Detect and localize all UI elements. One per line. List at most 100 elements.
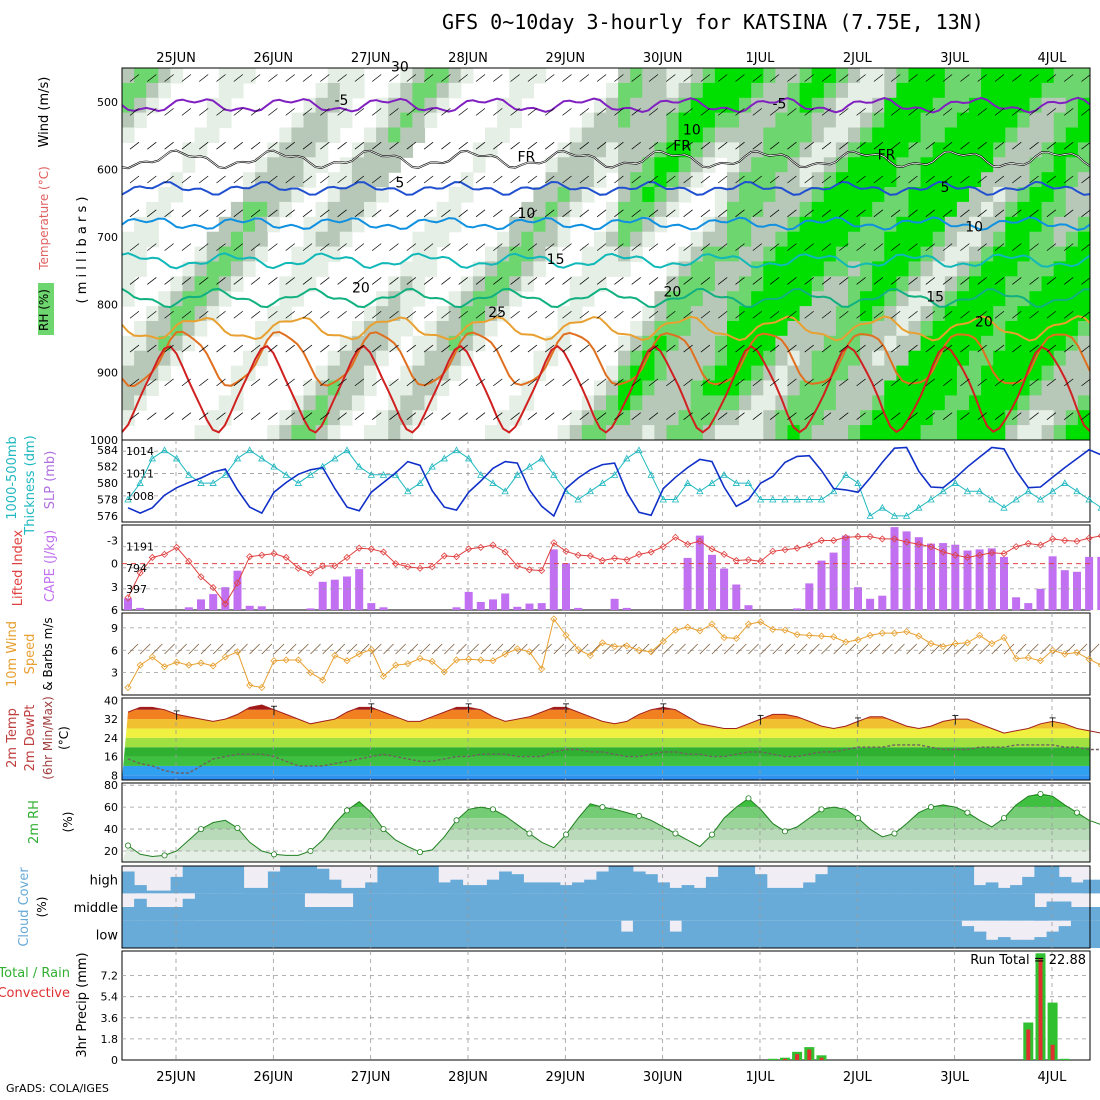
wind-barb <box>700 310 711 319</box>
wind-barb <box>198 277 209 285</box>
thickness-marker <box>1048 487 1057 495</box>
rh-cell <box>291 127 305 143</box>
rh-cell <box>315 410 329 426</box>
rh-cell <box>218 410 232 426</box>
rh-cell <box>303 246 317 263</box>
cloud-cell <box>486 893 500 921</box>
thickness-marker <box>769 495 777 503</box>
rh-cell <box>751 261 764 277</box>
rh-cell <box>848 425 861 440</box>
rh-cell <box>944 395 958 411</box>
wind-barb <box>666 243 676 251</box>
rh-cell <box>908 365 922 382</box>
rh-cell <box>908 291 922 307</box>
wind-barb <box>423 209 434 218</box>
wind-barb <box>752 209 763 218</box>
cloud-cell <box>730 920 743 948</box>
cloud-cell <box>985 882 999 894</box>
rh-cell <box>763 82 776 99</box>
wind-barb <box>977 310 987 319</box>
cloud-cell <box>912 893 926 921</box>
wind-barb <box>216 378 226 387</box>
tick-label: 584 <box>97 444 118 457</box>
wind-barb <box>839 344 849 353</box>
rh-cell <box>303 380 317 396</box>
wind-barb <box>389 141 399 150</box>
rh-cell <box>884 201 897 218</box>
isotherm-label: 10 <box>965 220 983 236</box>
rh-cell <box>1029 172 1043 188</box>
rh-cell <box>666 306 680 322</box>
wind-barb <box>320 108 330 116</box>
rh-cell <box>714 201 728 218</box>
rh-cell <box>412 261 426 277</box>
rh-cell <box>122 395 135 411</box>
rh-cell <box>557 425 571 440</box>
wind-barb <box>579 243 590 251</box>
rh-cell <box>739 157 752 173</box>
rh-cell <box>1053 231 1067 248</box>
rh-cell <box>811 261 825 277</box>
thickness-marker <box>1036 495 1045 503</box>
rh-cell <box>1041 112 1055 129</box>
wind-barb <box>942 310 953 319</box>
wind-speed-marker <box>574 645 582 654</box>
cloud-cell <box>851 893 865 921</box>
wind-barb <box>890 378 901 387</box>
wind-barb <box>298 643 309 655</box>
date-label-bottom: 27JUN <box>351 1070 391 1085</box>
cape-bar <box>927 543 935 610</box>
rh-cell <box>993 201 1006 218</box>
rh-cell <box>714 350 728 367</box>
rh-cell <box>956 410 970 426</box>
wind-barb <box>596 175 607 184</box>
rh-cell <box>763 276 776 292</box>
wind-barb <box>354 412 365 420</box>
tick-label: 1.8 <box>101 1033 119 1046</box>
rh-cell <box>775 246 789 263</box>
rh-cell <box>884 68 897 84</box>
cloud-cell <box>949 920 962 948</box>
thickness-marker <box>756 495 765 503</box>
isotherm-label: 20 <box>663 285 681 301</box>
rh-cell <box>944 231 958 248</box>
wind-speed-marker <box>671 626 680 634</box>
wind-barb <box>250 344 261 353</box>
rh-cell <box>654 82 668 99</box>
wind-barb <box>977 344 987 353</box>
date-label-top: 27JUN <box>351 51 391 66</box>
rh-cell <box>448 68 462 84</box>
cape-bar <box>537 603 546 610</box>
cloud-cell <box>438 920 451 948</box>
wind-barb <box>225 643 236 655</box>
wind-barb <box>994 141 1005 150</box>
rh-cell <box>944 142 958 158</box>
wind-barb <box>354 175 365 184</box>
rh-cell <box>944 246 958 263</box>
rh-cell <box>932 246 946 263</box>
cloud-cell <box>1058 876 1072 894</box>
rh-cell <box>400 261 413 277</box>
rh-cell <box>315 365 329 382</box>
rh-cell <box>134 365 147 382</box>
rh-cell <box>279 157 292 173</box>
wind-barb <box>406 243 417 251</box>
rh-cell <box>690 172 704 188</box>
cloud-cell <box>523 920 537 948</box>
wind-barb <box>700 344 711 353</box>
rh-cell <box>618 246 631 263</box>
rh-cell <box>400 97 413 114</box>
cloud-cell <box>267 920 281 948</box>
rh-cell <box>811 365 825 382</box>
rh-cell <box>255 231 268 248</box>
rh-cell <box>279 172 292 188</box>
rh-cell <box>364 365 377 382</box>
cloud-cell <box>997 887 1011 894</box>
wind-barb <box>1012 277 1022 285</box>
cloud-cell <box>280 866 293 894</box>
rh-cell <box>1029 68 1043 84</box>
cloud-cell <box>499 893 512 921</box>
rh-cell <box>787 380 801 396</box>
wind-barb <box>873 277 884 285</box>
thickness-marker <box>270 462 278 470</box>
